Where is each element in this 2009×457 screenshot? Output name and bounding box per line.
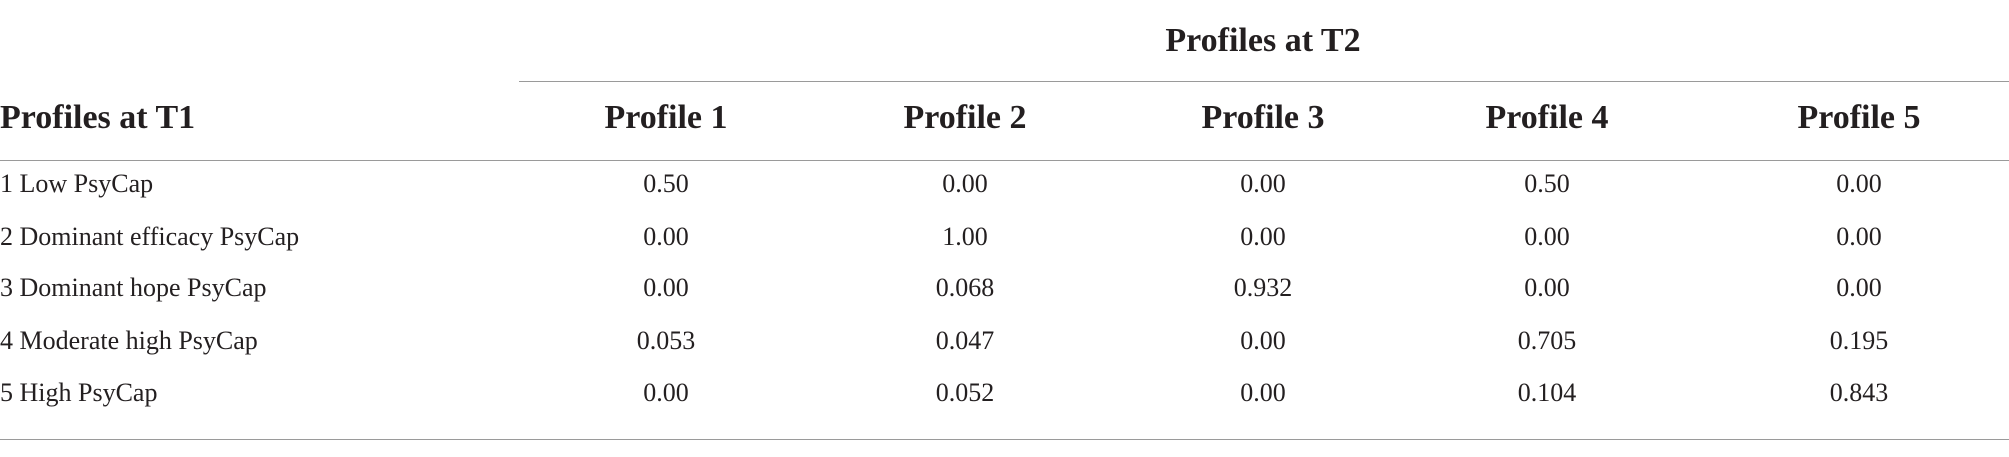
cell: 0.00	[643, 222, 689, 251]
cell: 0.068	[935, 273, 995, 302]
cell: 0.053	[636, 326, 696, 355]
cell: 0.00	[1836, 169, 1882, 198]
column-header: Profile 1	[604, 99, 728, 136]
cell: 0.052	[935, 378, 995, 407]
row-label: 4 Moderate high PsyCap	[0, 326, 258, 355]
column-header: Profile 4	[1485, 99, 1609, 136]
cell: 0.50	[643, 169, 689, 198]
cell: 0.932	[1233, 273, 1293, 302]
cell: 0.00	[1240, 326, 1286, 355]
column-header: Profile 3	[1201, 99, 1325, 136]
cell: 0.00	[643, 378, 689, 407]
row-label: 1 Low PsyCap	[0, 169, 154, 198]
cell: 1.00	[942, 222, 988, 251]
spanner-rule	[519, 81, 2009, 82]
row-label: 3 Dominant hope PsyCap	[0, 273, 267, 302]
cell: 0.00	[1836, 273, 1882, 302]
cell: 0.705	[1517, 326, 1577, 355]
cell: 0.00	[942, 169, 988, 198]
spanner-header: Profiles at T2	[1165, 22, 1361, 59]
cell: 0.047	[935, 326, 995, 355]
cell: 0.00	[1524, 273, 1570, 302]
cell: 0.00	[643, 273, 689, 302]
cell: 0.00	[1524, 222, 1570, 251]
row-label: 2 Dominant efficacy PsyCap	[0, 222, 300, 251]
cell: 0.50	[1524, 169, 1570, 198]
row-label: 5 High PsyCap	[0, 378, 158, 407]
cell: 0.00	[1836, 222, 1882, 251]
cell: 0.195	[1829, 326, 1889, 355]
bottom-rule	[0, 439, 2009, 440]
header-rule	[0, 160, 2009, 161]
column-header: Profile 2	[903, 99, 1027, 136]
cell: 0.00	[1240, 378, 1286, 407]
cell: 0.104	[1517, 378, 1577, 407]
cell: 0.00	[1240, 169, 1286, 198]
cell: 0.843	[1829, 378, 1889, 407]
column-header: Profiles at T1	[0, 99, 196, 136]
column-header: Profile 5	[1797, 99, 1921, 136]
cell: 0.00	[1240, 222, 1286, 251]
